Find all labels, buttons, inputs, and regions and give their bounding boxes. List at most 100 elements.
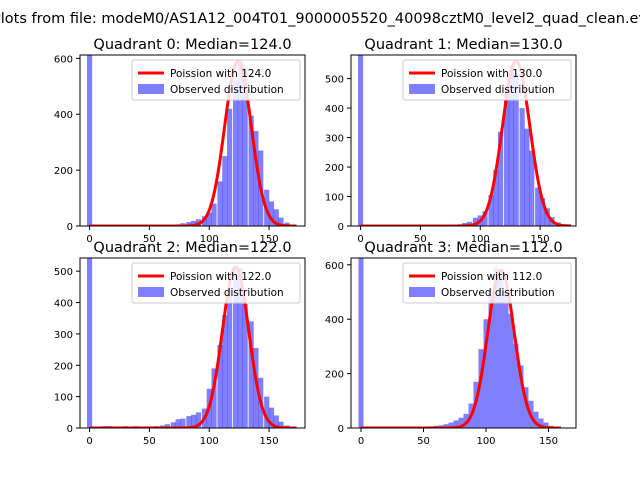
y-tick: 300 — [54, 330, 80, 341]
legend-curve-label: Poission with 112.0 — [441, 271, 542, 283]
x-tick-label: 0 — [357, 234, 363, 245]
hist-bar — [503, 292, 509, 428]
hist-bar — [268, 201, 275, 226]
hist-bar — [175, 419, 181, 428]
legend-hist-label: Observed distribution — [441, 287, 555, 299]
x-tick: 100 — [471, 226, 490, 245]
x-tick-label: 150 — [531, 234, 550, 245]
hist-bar — [458, 417, 464, 428]
hist-bar-zero-bin — [358, 55, 364, 226]
y-tick-label: 400 — [54, 110, 73, 121]
hist-bar-zero-bin — [358, 258, 364, 428]
hist-bar — [237, 268, 243, 428]
y-tick-label: 400 — [325, 315, 344, 326]
hist-bar — [191, 220, 197, 226]
y-tick: 200 — [325, 163, 351, 174]
hist-bar — [498, 275, 504, 428]
x-tick-label: 100 — [471, 234, 490, 245]
chart-title: Quadrant 0: Median=124.0 — [93, 37, 291, 53]
legend-curve-label: Poission with 124.0 — [170, 68, 271, 80]
hist-bar — [233, 80, 239, 226]
y-tick-label: 600 — [325, 261, 344, 272]
hist-bar — [482, 211, 488, 226]
hist-bar — [248, 321, 254, 428]
legend-hist-swatch — [409, 287, 435, 297]
hist-bar — [513, 343, 519, 428]
chart-title: Quadrant 1: Median=130.0 — [364, 37, 562, 53]
hist-bar — [278, 421, 284, 428]
hist-bar — [191, 414, 197, 428]
hist-bar — [453, 420, 459, 428]
x-tick-label: 150 — [260, 436, 279, 447]
x-tick-label: 0 — [86, 234, 92, 245]
hist-bar — [504, 90, 510, 226]
hist-bar — [472, 217, 479, 226]
y-tick-label: 400 — [325, 104, 344, 115]
chart-title: Quadrant 2: Median=122.0 — [93, 240, 291, 256]
y-tick: 600 — [54, 54, 80, 65]
hist-bar — [253, 131, 259, 226]
x-tick: 0 — [86, 428, 93, 447]
y-tick-label: 600 — [54, 54, 73, 65]
hist-bar — [539, 197, 546, 226]
hist-bar — [195, 412, 202, 428]
legend-box — [402, 59, 572, 101]
y-tick-label: 200 — [54, 361, 73, 372]
hist-bar — [493, 267, 499, 428]
hist-bar — [211, 203, 217, 226]
hist-bar — [222, 156, 228, 226]
legend-hist-swatch — [138, 287, 164, 297]
quadrant-2-chart: 0 50 100 150 0 100 200 300 400 500 Quadrant 2: Med… — [54, 240, 306, 447]
hist-bar — [233, 266, 239, 428]
x-tick: 50 — [417, 428, 430, 447]
y-tick-label: 100 — [325, 193, 344, 204]
y-tick: 0 — [67, 222, 80, 233]
y-tick-label: 0 — [338, 222, 344, 233]
hist-bar — [248, 115, 254, 226]
hist-bar — [533, 411, 539, 428]
legend-hist-label: Observed distribution — [170, 287, 284, 299]
chart-title: Quadrant 3: Median=112.0 — [364, 240, 562, 256]
hist-bar — [278, 217, 284, 226]
hist-bar — [478, 349, 484, 428]
hist-bar — [253, 348, 259, 428]
hist-bar — [268, 407, 275, 428]
x-tick: 50 — [143, 428, 156, 447]
quadrant-3-chart: 0 50 100 150 0 200 400 600 Quadrant 3: Median=11… — [325, 240, 577, 447]
x-tick-label: 0 — [358, 436, 364, 447]
hist-bar — [529, 150, 535, 226]
quadrant-1-chart: 0 50 100 150 0 100 200 300 400 500 Quadrant 1: Med… — [325, 37, 577, 245]
y-tick: 200 — [54, 361, 80, 372]
y-tick: 200 — [54, 166, 80, 177]
x-tick-label: 100 — [476, 436, 495, 447]
hist-bar — [463, 413, 469, 428]
y-tick: 100 — [325, 193, 351, 204]
legend-box — [131, 262, 301, 304]
hist-bar — [170, 422, 176, 428]
legend-hist-label: Observed distribution — [441, 84, 555, 96]
y-tick-label: 500 — [325, 75, 344, 86]
y-tick-label: 0 — [338, 424, 344, 435]
hist-bar — [519, 108, 525, 226]
x-tick-label: 100 — [200, 436, 219, 447]
y-tick-label: 500 — [54, 267, 73, 278]
x-tick: 150 — [539, 428, 558, 447]
y-tick-label: 200 — [325, 163, 344, 174]
hist-bar — [242, 304, 248, 428]
y-tick: 500 — [54, 267, 80, 278]
y-tick-label: 300 — [325, 134, 344, 145]
hist-bar — [222, 315, 228, 428]
plot-area — [358, 258, 562, 428]
hist-bar — [498, 131, 504, 226]
y-tick-label: 100 — [54, 393, 73, 404]
legend-curve-label: Poission with 122.0 — [170, 271, 271, 283]
x-tick: 50 — [414, 226, 427, 245]
y-tick: 100 — [54, 393, 80, 404]
y-tick: 400 — [54, 110, 80, 121]
x-tick: 100 — [200, 428, 219, 447]
figure-suptitle: Plots from file: modeM0/AS1A12_004T01_90… — [0, 11, 640, 31]
hist-bar — [523, 387, 529, 428]
hist-bar — [493, 169, 499, 226]
